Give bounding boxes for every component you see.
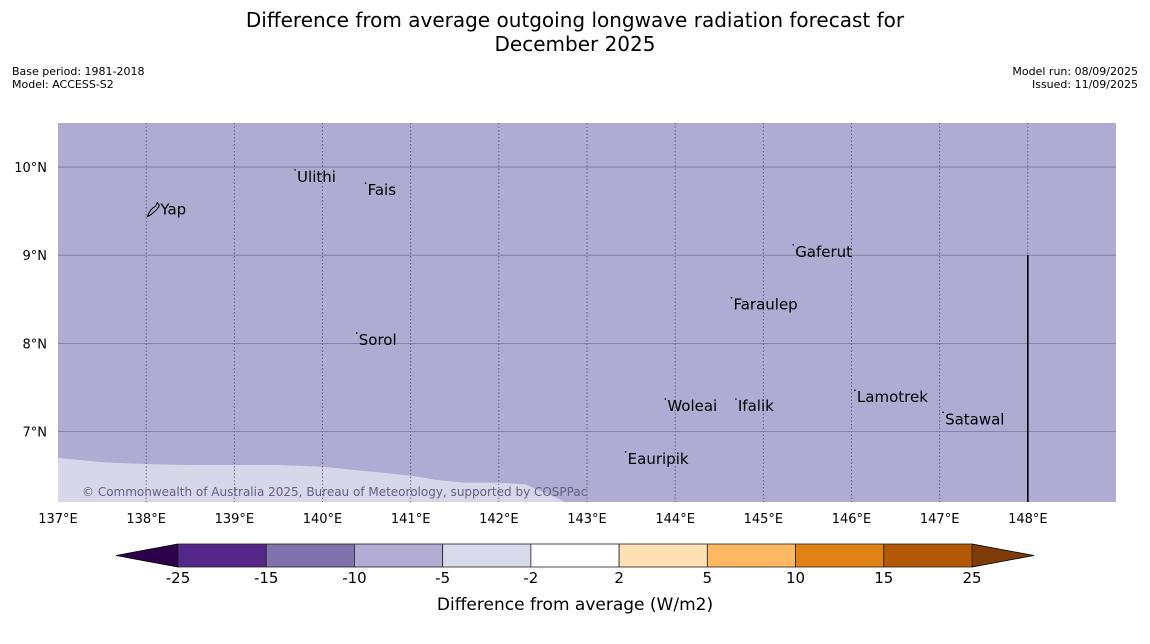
lon-tick-label: 141°E [391, 512, 431, 527]
colorbar-tick-label: -25 [166, 569, 191, 587]
copyright-text: © Commonwealth of Australia 2025, Bureau… [82, 485, 587, 499]
place-label: Ulithi [297, 168, 336, 186]
colorbar: -25 -15 -10 -5 -2 2 5 10 15 25 [115, 543, 1035, 587]
island-marker [624, 451, 627, 453]
issued-date: Issued: 11/09/2025 [1031, 78, 1138, 91]
colorbar-tick-label: 15 [874, 569, 893, 587]
longitude-axis: 137°E 138°E 139°E 140°E 141°E 142°E 143°E 144°E… [38, 512, 1047, 527]
lat-tick-label: 10°N [14, 161, 47, 176]
lon-tick-label: 139°E [215, 512, 255, 527]
island-marker [854, 389, 856, 392]
place-label: Sorol [359, 331, 397, 349]
colorbar-under-arrow [115, 543, 179, 568]
colorbar-segment [177, 543, 267, 568]
colorbar-segment [530, 543, 620, 568]
graticule [58, 123, 1116, 502]
lon-tick-label: 146°E [832, 512, 872, 527]
colorbar-tick-label: 10 [786, 569, 805, 587]
lat-tick-label: 8°N [23, 337, 48, 352]
colorbar-over-arrow [971, 543, 1035, 568]
colorbar-segment [442, 543, 532, 568]
base-period: Base period: 1981-2018 [12, 65, 145, 78]
lon-tick-label: 145°E [744, 512, 784, 527]
lon-tick-label: 148°E [1008, 512, 1048, 527]
lon-tick-label: 143°E [567, 512, 607, 527]
lon-tick-label: 137°E [38, 512, 78, 527]
colorbar-segment [883, 543, 973, 568]
place-label: Woleai [667, 397, 717, 415]
place-label: Satawal [945, 410, 1004, 428]
island-marker [364, 182, 367, 184]
colorbar-tick-label: -5 [435, 569, 450, 587]
lon-tick-label: 140°E [303, 512, 343, 527]
latitude-axis: 7°N 8°N 9°N 10°N [14, 161, 47, 440]
lon-tick-label: 147°E [920, 512, 960, 527]
yap-island-shape [146, 201, 160, 218]
colorbar-tick-label: -10 [342, 569, 367, 587]
island-marker [792, 244, 794, 246]
island-marker [730, 296, 733, 299]
chart-title: Difference from average outgoing longwav… [245, 8, 905, 56]
place-label: Ifalik [738, 397, 774, 415]
island-marker [664, 398, 667, 400]
colorbar-segment [265, 543, 355, 568]
meta-right: Model run: 08/09/2025 Issued: 11/09/2025 [1012, 65, 1138, 91]
colorbar-label: Difference from average (W/m2) [437, 595, 713, 615]
colorbar-segment [618, 543, 708, 568]
colorbar-tick-label: -2 [523, 569, 538, 587]
place-label: Yap [159, 200, 186, 218]
lon-tick-label: 144°E [655, 512, 695, 527]
lat-tick-label: 9°N [23, 249, 48, 264]
colorbar-tick-label: 2 [614, 569, 624, 587]
colorbar-segment [354, 543, 444, 568]
colorbar-tick-label: 5 [703, 569, 713, 587]
island-marker [294, 169, 296, 171]
model-name: Model: ACCESS-S2 [12, 78, 114, 91]
place-labels: Yap Ulithi Fais Gaferut Faraulep Sorol Lamotre… [146, 168, 1004, 468]
colorbar-segment [706, 543, 796, 568]
lon-tick-label: 138°E [126, 512, 166, 527]
colorbar-tick-label: -15 [254, 569, 279, 587]
colorbar-tick-label: 25 [962, 569, 981, 587]
meta-left: Base period: 1981-2018 Model: ACCESS-S2 [12, 65, 144, 91]
place-label: Fais [368, 181, 397, 199]
place-label: Lamotrek [857, 388, 928, 406]
island-marker [355, 332, 358, 334]
colorbar-segment [795, 543, 885, 568]
place-label: Eauripik [628, 450, 689, 468]
island-marker [942, 411, 944, 414]
lat-tick-label: 7°N [23, 425, 48, 440]
lon-tick-label: 142°E [479, 512, 519, 527]
place-label: Faraulep [733, 296, 797, 314]
place-label: Gaferut [795, 243, 852, 261]
island-marker [735, 398, 737, 400]
model-run: Model run: 08/09/2025 [1012, 65, 1138, 78]
anomaly-region-lower [58, 457, 565, 502]
